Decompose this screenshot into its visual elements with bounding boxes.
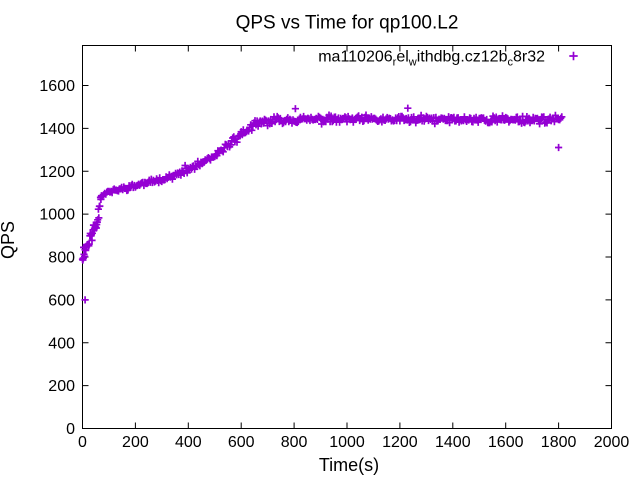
chart-title: QPS vs Time for qp100.L2 xyxy=(236,13,459,34)
legend: ma110206relwithdbg.cz12bc8r32 xyxy=(318,49,578,69)
scatter-data-points xyxy=(78,104,566,304)
y-tick-label: 1600 xyxy=(39,78,75,95)
plot-axes xyxy=(82,45,612,429)
x-tick-label: 600 xyxy=(228,434,255,451)
x-tick-label: 1200 xyxy=(382,434,418,451)
y-tick-label: 1000 xyxy=(39,207,75,224)
x-axis-tick-labels: 0 200 400 600 800 1000 1200 1400 1600 1800 2000 xyxy=(78,434,629,451)
x-tick-label: 1000 xyxy=(329,434,365,451)
y-tick-label: 800 xyxy=(48,250,75,267)
x-tick-label: 400 xyxy=(175,434,202,451)
y-tick-label: 0 xyxy=(66,421,75,438)
axis-ticks xyxy=(82,45,612,429)
x-tick-label: 1800 xyxy=(541,434,577,451)
y-tick-label: 1200 xyxy=(39,164,75,181)
y-tick-label: 200 xyxy=(48,378,75,395)
legend-plus-marker-icon xyxy=(569,51,578,61)
x-axis-label: Time(s) xyxy=(319,455,379,475)
y-tick-label: 400 xyxy=(48,335,75,352)
plot-border xyxy=(82,45,612,429)
x-tick-label: 1600 xyxy=(488,434,524,451)
series-plus-markers xyxy=(78,104,566,304)
x-tick-label: 0 xyxy=(78,434,87,451)
x-tick-label: 1400 xyxy=(435,434,471,451)
y-axis-tick-labels: 0 200 400 600 800 1000 1200 1400 1600 xyxy=(39,78,75,438)
y-tick-label: 1400 xyxy=(39,121,75,138)
y-tick-label: 600 xyxy=(48,292,75,309)
x-tick-label: 200 xyxy=(122,434,149,451)
x-tick-label: 2000 xyxy=(594,434,630,451)
y-axis-label: QPS xyxy=(0,221,18,259)
legend-series-label: ma110206relwithdbg.cz12bc8r32 xyxy=(318,49,545,69)
x-tick-label: 800 xyxy=(281,434,308,451)
